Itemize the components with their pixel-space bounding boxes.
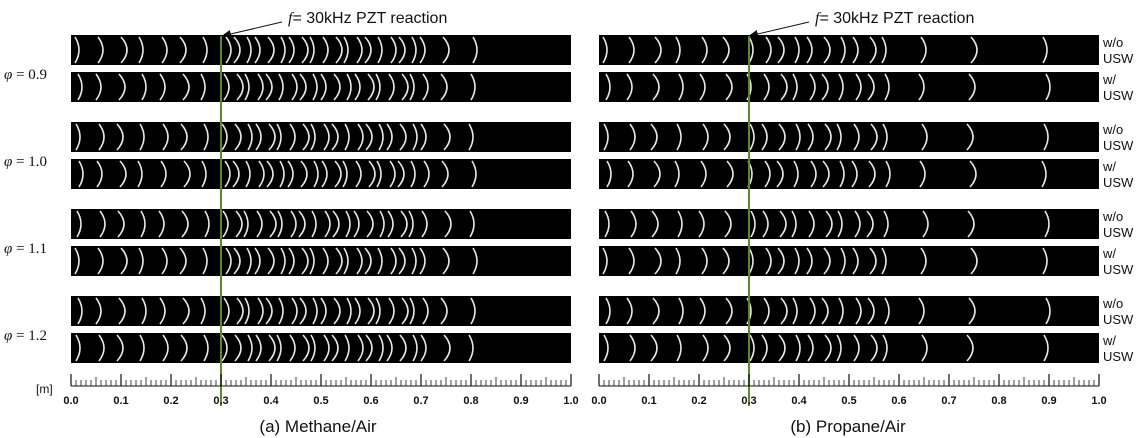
- condition-label-6-line1: w/o: [1102, 296, 1123, 311]
- tick-label-a-9: 0.9: [513, 395, 528, 407]
- panel-a-images: [71, 35, 571, 363]
- tick-label-a-3: 0.3: [213, 395, 228, 407]
- tick-label-b-2: 0.2: [691, 395, 706, 407]
- phi-label-3: φ = 1.2: [4, 328, 47, 344]
- condition-label-4-line2: USW: [1103, 225, 1134, 240]
- condition-label-2-line1: w/o: [1102, 122, 1123, 137]
- condition-label-1-line1: w/: [1102, 72, 1116, 87]
- ruler-a: 0.0 0.1 0.2 0.3 0.4 0.5 0.6 0.7 0.8 0.9 1.0: [63, 374, 578, 407]
- flame-image-a-2: [71, 122, 571, 152]
- phi-label-1: φ = 1.0: [4, 154, 47, 170]
- tick-label-b-7: 0.7: [941, 395, 956, 407]
- tick-label-b-0: 0.0: [591, 395, 606, 407]
- condition-label-1-line2: USW: [1103, 88, 1134, 103]
- caption-panel-a: (a) Methane/Air: [259, 417, 376, 436]
- flame-image-b-5: [599, 246, 1099, 276]
- condition-label-3-line2: USW: [1103, 175, 1134, 190]
- flame-image-a-3: [71, 159, 571, 189]
- tick-label-a-8: 0.8: [463, 395, 478, 407]
- condition-label-5-line2: USW: [1103, 262, 1134, 277]
- condition-labels: w/o USW w/ USW w/o USW w/ USW w/o USW w/…: [1102, 35, 1134, 364]
- caption-panel-b: (b) Propane/Air: [790, 417, 906, 436]
- annotation-text-a: = 30kHz PZT reaction: [292, 10, 447, 27]
- annotation-panel-b: f= 30kHz PZT reaction: [749, 10, 974, 36]
- flame-image-a-1: [71, 72, 571, 102]
- tick-label-b-4: 0.4: [791, 395, 807, 407]
- flame-image-a-5: [71, 246, 571, 276]
- flame-image-b-0: [599, 35, 1099, 65]
- flame-image-a-0: [71, 35, 571, 65]
- condition-label-3-line1: w/: [1102, 159, 1116, 174]
- tick-label-b-8: 0.8: [991, 395, 1006, 407]
- tick-label-b-5: 0.5: [841, 395, 856, 407]
- condition-label-6-line2: USW: [1103, 312, 1134, 327]
- flame-image-b-6: [599, 296, 1099, 326]
- tick-label-b-10: 1.0: [1091, 395, 1106, 407]
- annotation-panel-a: f= 30kHz PZT reaction: [222, 10, 447, 36]
- tick-label-b-3: 0.3: [741, 395, 756, 407]
- condition-label-5-line1: w/: [1102, 246, 1116, 261]
- flame-image-b-2: [599, 122, 1099, 152]
- phi-label-2: φ = 1.1: [4, 241, 47, 257]
- axis-unit: [m]: [36, 382, 53, 396]
- phi-label-0: φ = 0.9: [4, 67, 47, 83]
- annotation-text-b: = 30kHz PZT reaction: [819, 10, 974, 27]
- condition-label-7-line2: USW: [1103, 349, 1134, 364]
- tick-label-b-6: 0.6: [891, 395, 906, 407]
- ruler-b: 0.0 0.1 0.2 0.3 0.4 0.5 0.6 0.7 0.8 0.9 1.0: [591, 374, 1106, 407]
- panel-b-images: [599, 35, 1099, 363]
- condition-label-7-line1: w/: [1102, 333, 1116, 348]
- flame-image-b-1: [599, 72, 1099, 102]
- tick-label-a-1: 0.1: [113, 395, 128, 407]
- svg-text:f= 30kHz PZT reaction: f= 30kHz PZT reaction: [288, 10, 447, 27]
- tick-label-a-0: 0.0: [63, 395, 78, 407]
- tick-label-b-9: 0.9: [1041, 395, 1056, 407]
- flame-image-a-6: [71, 296, 571, 326]
- flame-image-a-7: [71, 333, 571, 363]
- tick-label-b-1: 0.1: [641, 395, 656, 407]
- flame-image-b-4: [599, 209, 1099, 239]
- flame-image-b-3: [599, 159, 1099, 189]
- flame-image-a-4: [71, 209, 571, 239]
- condition-label-0-line2: USW: [1103, 51, 1134, 66]
- flame-image-b-7: [599, 333, 1099, 363]
- tick-label-a-4: 0.4: [263, 395, 279, 407]
- tick-label-a-6: 0.6: [363, 395, 378, 407]
- tick-label-a-2: 0.2: [163, 395, 178, 407]
- svg-text:f= 30kHz PZT reaction: f= 30kHz PZT reaction: [815, 10, 974, 27]
- tick-label-a-10: 1.0: [563, 395, 578, 407]
- tick-label-a-5: 0.5: [313, 395, 328, 407]
- condition-label-2-line2: USW: [1103, 138, 1134, 153]
- annotation-arrow-b: [749, 22, 809, 36]
- condition-label-4-line1: w/o: [1102, 209, 1123, 224]
- annotation-arrow-a: [222, 22, 282, 36]
- tick-label-a-7: 0.7: [413, 395, 428, 407]
- condition-label-0-line1: w/o: [1102, 35, 1123, 50]
